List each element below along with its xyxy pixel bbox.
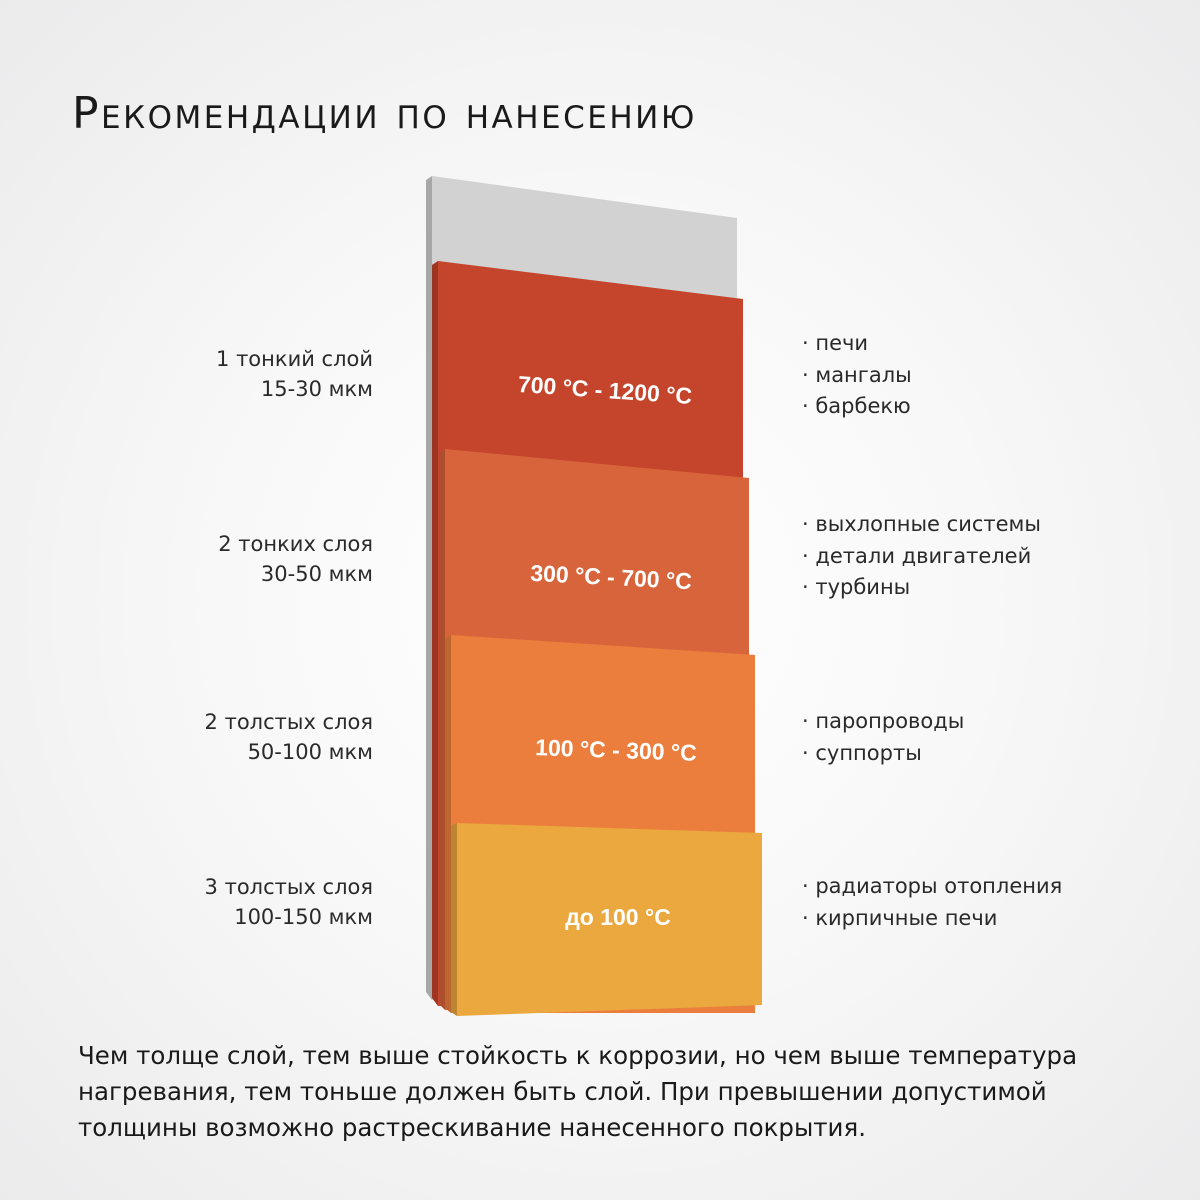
- use-item: · суппорты: [802, 740, 922, 765]
- use-item: · барбекю: [802, 394, 911, 418]
- use-item: · мангалы: [802, 362, 912, 387]
- layer-4-temperature: до 100 °C: [565, 904, 671, 930]
- thickness-label: 50-100 мкм: [247, 740, 373, 764]
- thickness-label: 100-150 мкм: [234, 905, 373, 929]
- layer-4-coats: 3 толстых слоя 100-150 мкм: [205, 872, 373, 932]
- layer-2-coats: 2 тонких слоя 30-50 мкм: [218, 529, 373, 589]
- layer-2-uses: · выхлопные системы · детали двигателей …: [802, 509, 1041, 604]
- layer-3-uses: · паропроводы · суппорты: [802, 706, 964, 769]
- layer-4: до 100 °C: [451, 823, 762, 1016]
- thickness-label: 30-50 мкм: [260, 562, 373, 586]
- coats-label: 2 тонких слоя: [218, 532, 373, 556]
- layer-1-uses: · печи · мангалы · барбекю: [802, 328, 912, 423]
- use-item: · радиаторы отопления: [802, 874, 1063, 898]
- layer-4-uses: · радиаторы отопления · кирпичные печи: [802, 871, 1062, 934]
- coats-label: 1 тонкий слой: [216, 347, 373, 371]
- layer-3-temperature: 100 °C - 300 °C: [535, 734, 697, 766]
- layer-1-coats: 1 тонкий слой 15-30 мкм: [216, 344, 373, 404]
- page-title: Рекомендации по нанесению: [72, 88, 697, 139]
- layer-3-coats: 2 толстых слоя 50-100 мкм: [205, 707, 373, 767]
- coats-label: 3 толстых слоя: [204, 875, 373, 899]
- thickness-label: 15-30 мкм: [260, 377, 373, 401]
- footnote: Чем толще слой, тем выше стойкость к кор…: [78, 1041, 1078, 1142]
- use-item: · выхлопные системы: [802, 512, 1041, 536]
- coats-label: 2 толстых слоя: [204, 710, 373, 734]
- use-item: · кирпичные печи: [802, 905, 998, 930]
- use-item: · турбины: [802, 575, 911, 599]
- use-item: · детали двигателей: [802, 543, 1032, 568]
- use-item: · паропроводы: [802, 709, 965, 733]
- use-item: · печи: [802, 331, 869, 355]
